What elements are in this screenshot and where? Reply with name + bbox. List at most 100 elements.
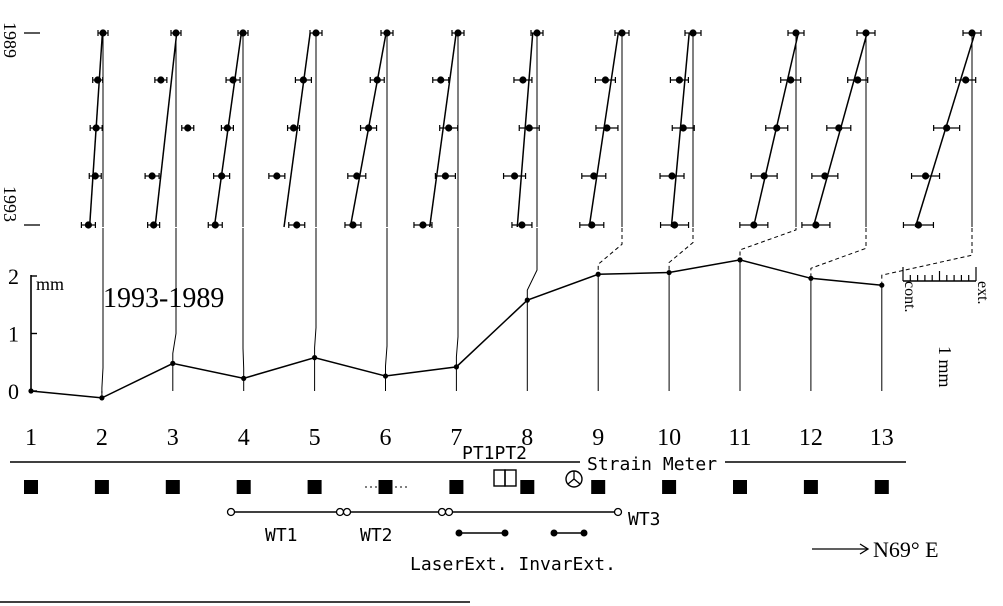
trend-line xyxy=(812,32,868,228)
pt-label: PT1PT2 xyxy=(462,443,527,464)
connector-line xyxy=(739,228,797,262)
data-point xyxy=(419,221,427,229)
station-10-yearly-series xyxy=(659,29,702,229)
connector-line xyxy=(101,228,104,393)
cumulative-data-point xyxy=(737,257,743,263)
direction-label: N69° E xyxy=(873,537,939,562)
connector-line xyxy=(526,228,538,303)
extensometer-labels: LaserExt. InvarExt. xyxy=(410,554,616,575)
data-point xyxy=(518,221,526,229)
pier-marker xyxy=(591,480,606,494)
connector-line xyxy=(455,228,459,369)
wt1-label: WT1 xyxy=(265,525,298,546)
trend-line xyxy=(914,32,976,228)
cumulative-data-point xyxy=(595,271,601,277)
station-8-yearly-series xyxy=(502,29,544,229)
yearly-displacement-panel: 1989 1993 xyxy=(0,22,982,229)
station-2-yearly-series xyxy=(80,29,109,229)
data-point xyxy=(854,76,862,84)
cumulative-data-point xyxy=(524,297,530,303)
pier-marker xyxy=(874,480,889,494)
connector-line xyxy=(385,228,388,379)
cumulative-data-point xyxy=(879,282,885,288)
laser-extensometer xyxy=(455,529,509,537)
trend-line xyxy=(588,32,620,228)
data-point xyxy=(525,124,533,132)
pier-marker xyxy=(94,480,109,494)
data-point xyxy=(445,124,453,132)
wt3-label: WT3 xyxy=(628,509,661,530)
connector-line xyxy=(172,228,177,366)
pier-marker xyxy=(520,480,535,494)
data-point xyxy=(293,221,301,229)
trend-line xyxy=(349,32,387,228)
cumulative-data-point xyxy=(170,360,176,366)
x-tick-label: 9 xyxy=(592,425,604,451)
trend-line xyxy=(428,32,457,228)
pier-marker xyxy=(662,480,677,494)
year-label-top: 1989 xyxy=(0,22,20,58)
direction-arrow-icon xyxy=(812,543,870,555)
data-point xyxy=(679,124,687,132)
data-point xyxy=(84,221,92,229)
data-point xyxy=(670,221,679,229)
x-tick-label: 12 xyxy=(799,425,823,451)
data-point xyxy=(603,124,611,132)
data-point xyxy=(157,76,165,84)
connector-line xyxy=(810,228,867,281)
trend-line xyxy=(154,32,178,228)
connector-lines xyxy=(101,228,973,398)
station-12-yearly-series xyxy=(801,29,876,229)
strain-meter-icon xyxy=(565,470,583,488)
pier-marker xyxy=(733,480,747,494)
data-point xyxy=(289,124,298,132)
connector-line xyxy=(881,228,973,288)
station-5-yearly-series xyxy=(268,29,323,229)
connector-line xyxy=(314,228,317,360)
y-tick-label: 0 xyxy=(8,379,19,404)
x-tick-label: 7 xyxy=(450,425,462,451)
station-3-yearly-series xyxy=(144,29,195,229)
pt1-box xyxy=(493,469,506,487)
trend-line xyxy=(516,32,534,228)
connector-line xyxy=(242,228,245,381)
cumulative-data-point xyxy=(808,275,814,281)
data-point xyxy=(962,76,970,84)
data-point xyxy=(273,172,281,180)
trend-line xyxy=(283,32,311,228)
pier-markers xyxy=(24,480,889,494)
connector-line xyxy=(668,228,694,275)
trend-line xyxy=(752,32,800,228)
year-label-bottom: 1993 xyxy=(0,186,20,222)
data-point xyxy=(510,172,519,180)
x-tick-label: 2 xyxy=(96,425,108,451)
station-7-yearly-series xyxy=(413,29,465,229)
data-point xyxy=(590,172,598,180)
cumulative-data-point xyxy=(312,355,318,361)
data-point xyxy=(921,172,930,180)
cumulative-data-point xyxy=(28,388,34,394)
pt2-box xyxy=(504,469,517,487)
data-point xyxy=(353,172,361,180)
cumulative-data-point xyxy=(666,269,672,276)
scale-bar: 1 mm cont. ext. xyxy=(901,267,991,388)
x-tick-label: 4 xyxy=(238,425,250,451)
pier-marker xyxy=(24,480,38,494)
station-9-yearly-series xyxy=(579,29,630,229)
x-tick-label: 8 xyxy=(521,425,533,451)
trend-line xyxy=(213,32,243,228)
chart-title: 1993-1989 xyxy=(103,283,224,314)
data-point xyxy=(441,172,449,180)
y-unit-label: mm xyxy=(36,274,64,294)
cumulative-data-point xyxy=(99,395,105,401)
data-point xyxy=(668,172,676,180)
data-point xyxy=(94,76,102,84)
data-point xyxy=(184,124,192,132)
data-point xyxy=(787,76,795,84)
x-tick-label: 5 xyxy=(309,425,321,451)
x-tick-label: 1 xyxy=(25,425,37,451)
cumulative-data-point xyxy=(382,373,389,379)
y-tick-label: 2 xyxy=(8,264,19,289)
station-11-yearly-series xyxy=(739,29,805,229)
